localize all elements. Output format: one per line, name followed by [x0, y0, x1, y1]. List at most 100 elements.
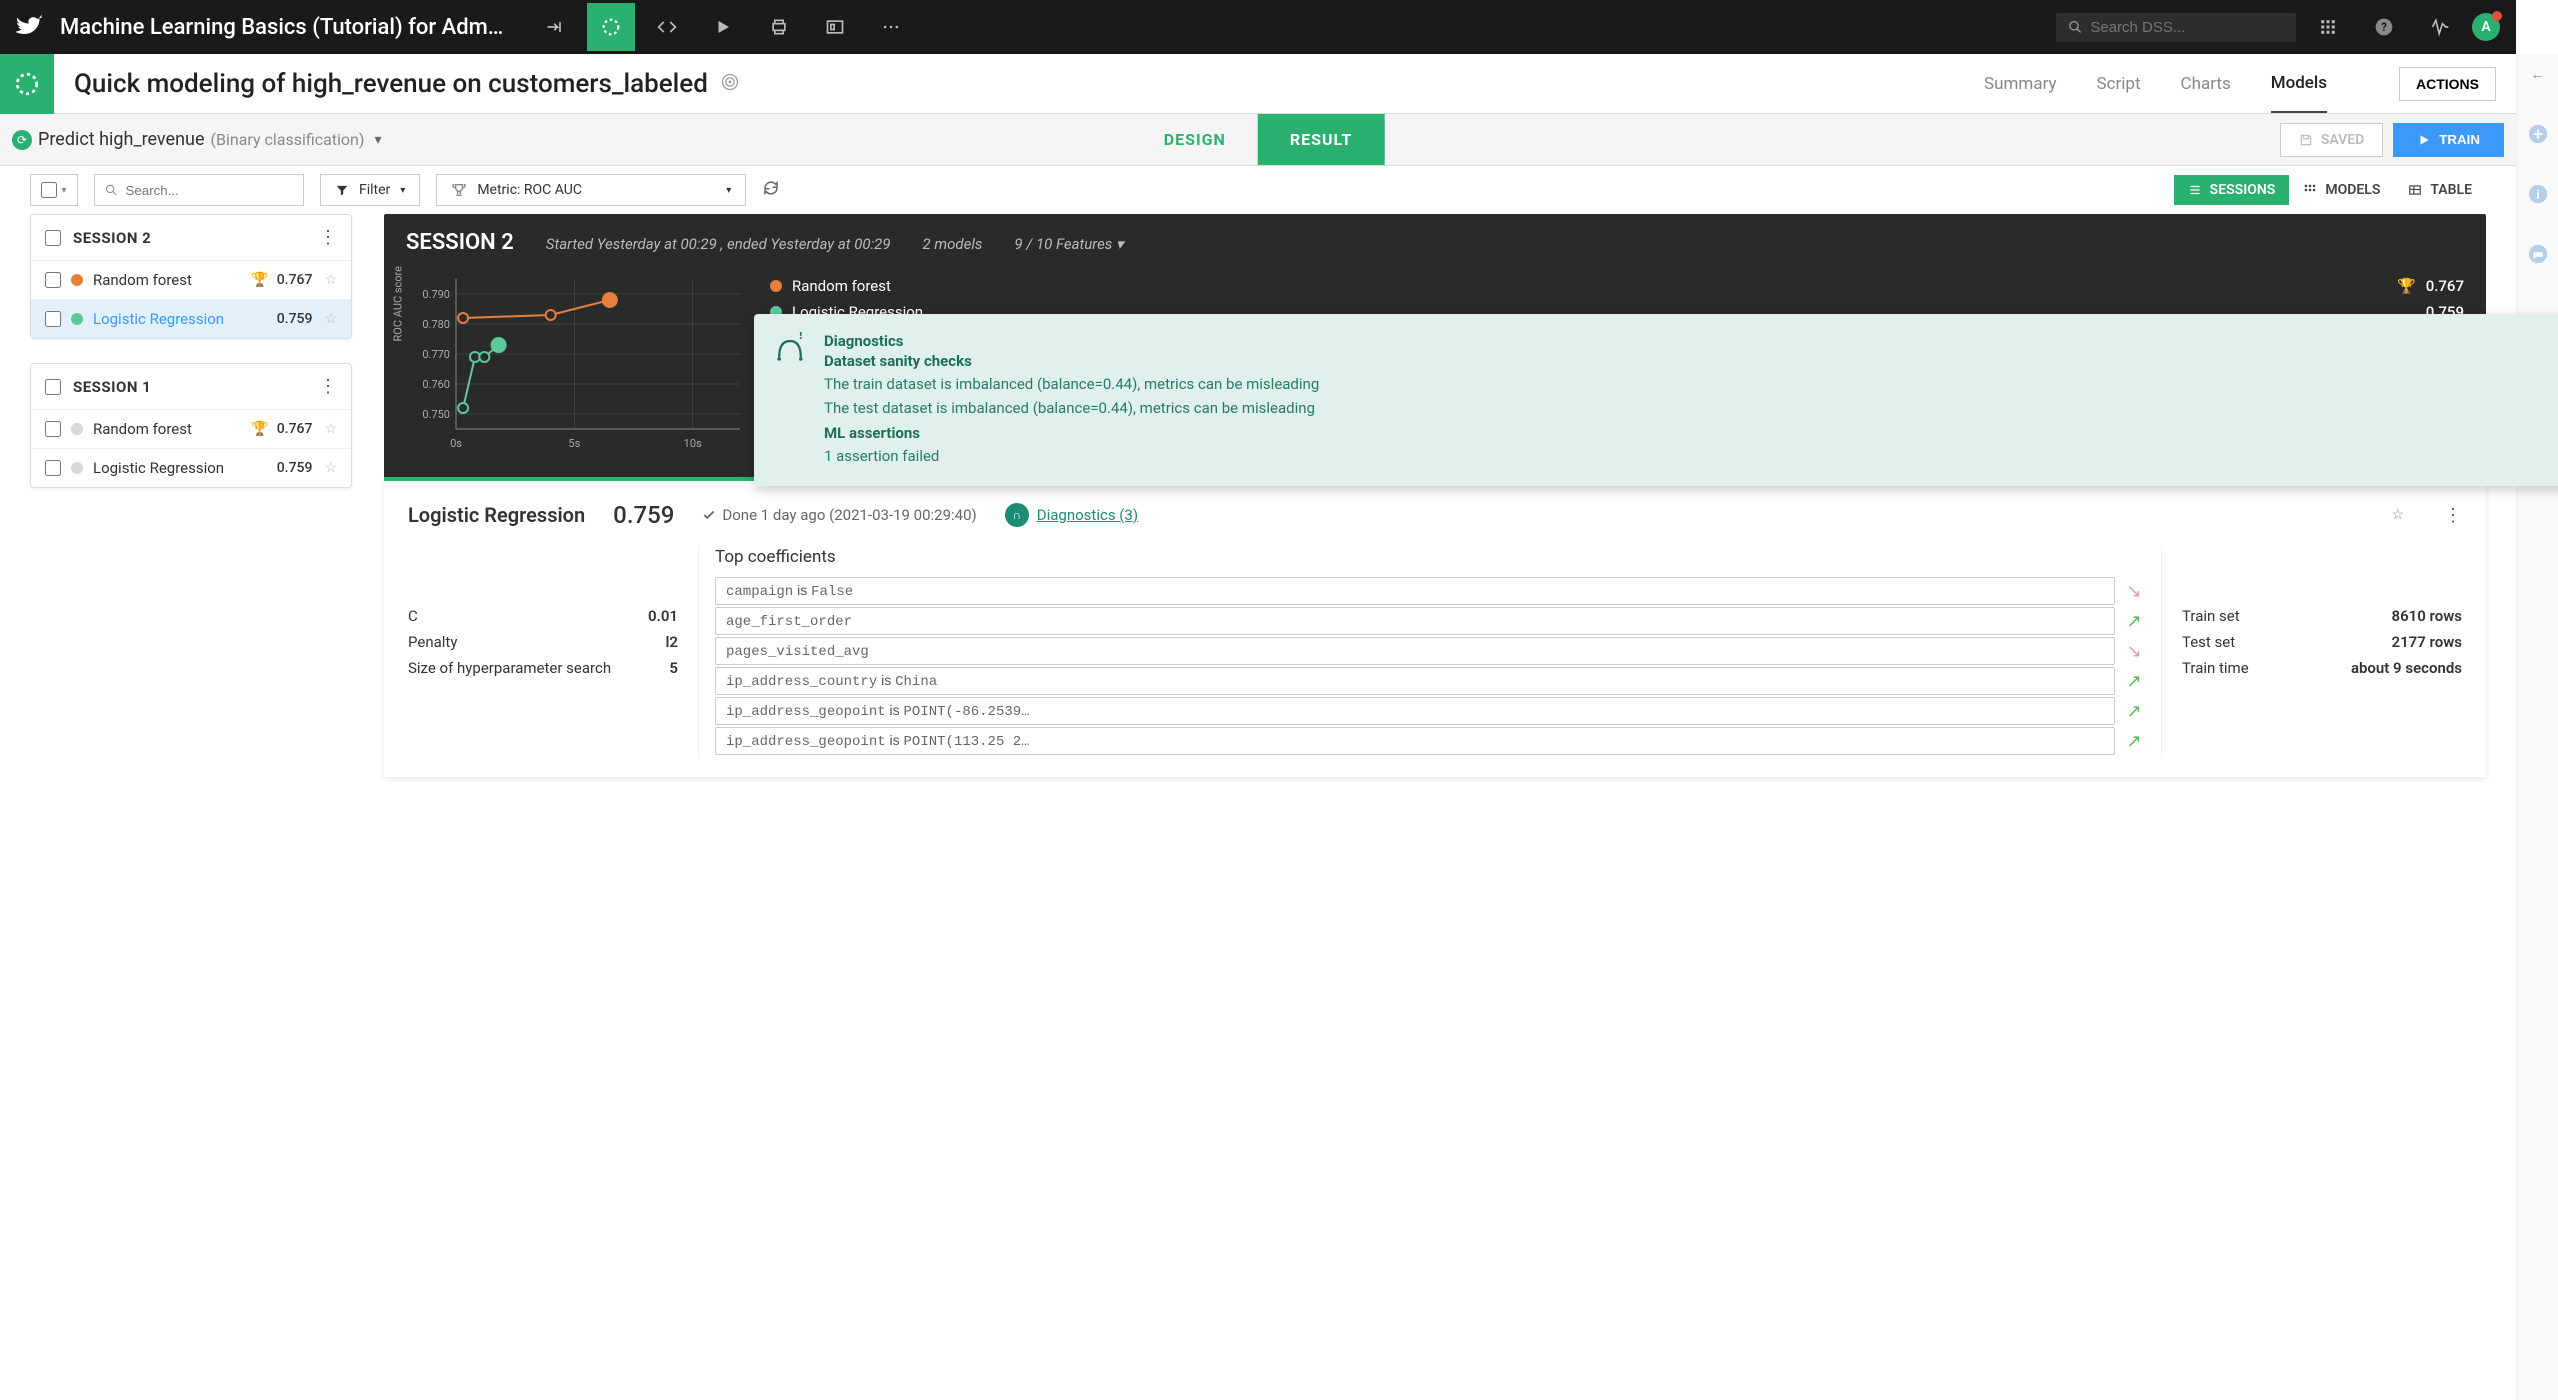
star-icon[interactable]: ☆ [324, 421, 337, 437]
model-checkbox[interactable] [45, 421, 61, 437]
hyperparameters-panel: C0.01Penaltyl2Size of hyperparameter sea… [408, 547, 698, 757]
svg-text:5s: 5s [568, 437, 580, 450]
global-search-input[interactable] [2090, 19, 2284, 36]
diagnostics-icon: ! [772, 332, 808, 368]
legend-row[interactable]: Random forest🏆0.767 [770, 273, 2464, 299]
stat-value: 2177 rows [2392, 633, 2462, 651]
arrow-up-icon: ↗ [2123, 671, 2145, 692]
titlebar: Quick modeling of high_revenue on custom… [0, 54, 2516, 114]
session-checkbox[interactable] [45, 379, 61, 395]
activity-icon[interactable] [2416, 3, 2464, 51]
model-row[interactable]: Logistic Regression0.759☆ [31, 300, 351, 338]
model-row[interactable]: Random forest🏆0.767☆ [31, 410, 351, 449]
dashboard-icon[interactable] [811, 3, 859, 51]
model-row[interactable]: Logistic Regression0.759☆ [31, 449, 351, 487]
model-name: Logistic Regression [93, 310, 277, 328]
model-detail-panel: Logistic Regression 0.759 Done 1 day ago… [384, 477, 2486, 777]
session-search[interactable] [94, 174, 304, 206]
model-color-dot [71, 462, 83, 474]
session-more-button[interactable]: ⋮ [319, 376, 337, 397]
search-icon [2068, 19, 2082, 35]
model-checkbox[interactable] [45, 311, 61, 327]
star-icon[interactable]: ☆ [324, 272, 337, 288]
code-icon[interactable] [643, 3, 691, 51]
actions-button[interactable]: ACTIONS [2399, 67, 2496, 101]
apps-icon[interactable] [2304, 3, 2352, 51]
info-rail-icon[interactable]: i [2526, 182, 2550, 206]
global-search[interactable] [2056, 13, 2296, 42]
refresh-button[interactable] [762, 179, 780, 201]
help-icon[interactable]: ? [2360, 3, 2408, 51]
save-icon [2299, 133, 2313, 147]
model-name: Logistic Regression [93, 459, 277, 477]
lab-icon[interactable] [587, 3, 635, 51]
session-header[interactable]: SESSION 2⋮ [31, 215, 351, 261]
logo-bird-icon [16, 13, 44, 41]
session-checkbox[interactable] [45, 230, 61, 246]
add-rail-icon[interactable] [2526, 122, 2550, 146]
model-checkbox[interactable] [45, 460, 61, 476]
param-row: Penaltyl2 [408, 629, 678, 655]
metric-selector[interactable]: Metric: ROC AUC ▾ [436, 174, 746, 206]
train-button[interactable]: TRAIN [2393, 123, 2504, 157]
svg-text:0.750: 0.750 [422, 408, 450, 421]
filter-label: Filter [359, 182, 390, 198]
view-models-button[interactable]: MODELS [2289, 175, 2394, 205]
diagnostics-link[interactable]: ∩ Diagnostics (3) [1005, 503, 1138, 527]
filter-button[interactable]: Filter ▾ [320, 174, 420, 206]
more-icon[interactable] [867, 3, 915, 51]
search-icon [105, 183, 117, 197]
stat-row: Train timeabout 9 seconds [2182, 655, 2462, 681]
diag-ml-title: ML assertions [824, 424, 2558, 442]
flow-nav-icon[interactable] [531, 3, 579, 51]
tab-charts[interactable]: Charts [2181, 56, 2231, 112]
result-tab[interactable]: RESULT [1258, 114, 1384, 165]
analysis-icon[interactable] [0, 54, 54, 114]
svg-text:i: i [2536, 188, 2540, 202]
target-icon [720, 72, 740, 96]
print-icon[interactable] [755, 3, 803, 51]
arrow-down-icon: ↘ [2123, 581, 2145, 602]
arrow-up-icon: ↗ [2123, 731, 2145, 752]
model-checkbox[interactable] [45, 272, 61, 288]
session-more-button[interactable]: ⋮ [319, 227, 337, 248]
star-icon[interactable]: ☆ [324, 460, 337, 476]
tab-models[interactable]: Models [2271, 55, 2327, 113]
model-row[interactable]: Random forest🏆0.767☆ [31, 261, 351, 300]
select-all-checkbox[interactable]: ▾ [30, 174, 78, 206]
predict-label: Predict high_revenue [38, 129, 205, 150]
param-label: C [408, 607, 418, 625]
project-title[interactable]: Machine Learning Basics (Tutorial) for A… [60, 15, 503, 40]
collapse-rail-icon[interactable]: ← [2526, 62, 2550, 86]
run-icon[interactable] [699, 3, 747, 51]
user-avatar[interactable]: A [2472, 13, 2500, 41]
saved-button: SAVED [2280, 123, 2383, 157]
star-button[interactable]: ☆ [2391, 507, 2404, 523]
legend-dot [770, 280, 782, 292]
model-more-button[interactable]: ⋮ [2444, 505, 2462, 526]
tab-script[interactable]: Script [2097, 56, 2141, 112]
coefficient-name: ip_address_country is China [715, 667, 2115, 695]
stat-label: Train time [2182, 659, 2249, 677]
view-sessions-button[interactable]: SESSIONS [2174, 175, 2290, 205]
session-detail-features[interactable]: 9 / 10 Features ▾ [1014, 235, 1123, 253]
view-table-button[interactable]: TABLE [2394, 175, 2486, 205]
session-detail-header: SESSION 2 Started Yesterday at 00:29 , e… [384, 214, 2486, 477]
session-header[interactable]: SESSION 1⋮ [31, 364, 351, 410]
coefficient-name: age_first_order [715, 607, 2115, 635]
param-value: 0.01 [648, 607, 678, 625]
session-search-input[interactable] [125, 183, 293, 198]
coefficient-name: pages_visited_avg [715, 637, 2115, 665]
tab-summary[interactable]: Summary [1984, 56, 2056, 112]
chat-rail-icon[interactable] [2526, 242, 2550, 266]
diag-subtitle: Dataset sanity checks [824, 352, 2558, 370]
legend-score: 0.767 [2426, 277, 2464, 295]
page-title: Quick modeling of high_revenue on custom… [74, 69, 708, 99]
predict-dropdown-icon[interactable]: ▾ [374, 132, 381, 148]
session-detail-model-count: 2 models [923, 235, 983, 253]
chart-y-label: ROC AUC score [392, 266, 405, 342]
stat-value: 8610 rows [2392, 607, 2462, 625]
design-tab[interactable]: DESIGN [1132, 114, 1258, 165]
trophy-icon: 🏆 [2397, 277, 2416, 295]
star-icon[interactable]: ☆ [324, 311, 337, 327]
